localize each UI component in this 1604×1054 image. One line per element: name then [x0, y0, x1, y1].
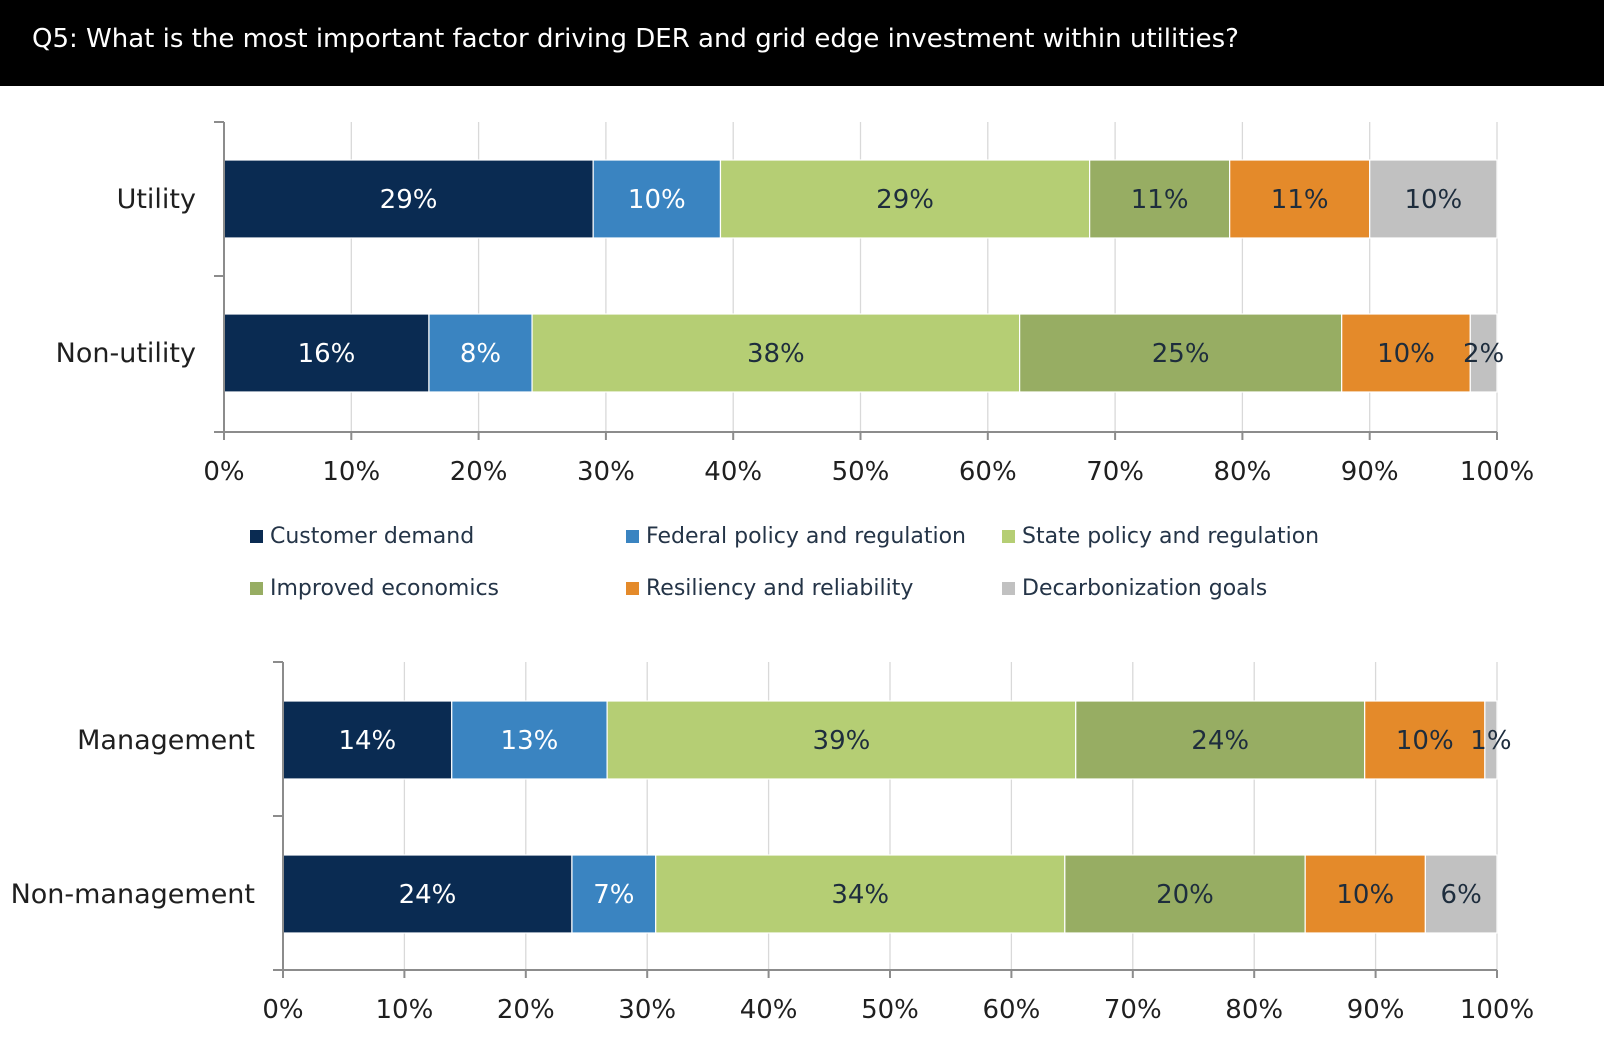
legend-swatch-decarbonization [1002, 581, 1015, 595]
legend-label-federal-policy: Federal policy and regulation [646, 523, 966, 549]
x-tick-label: 10% [322, 457, 380, 486]
bar-non-management-decarbonization-goals [1424, 854, 1498, 934]
category-label: Management [77, 725, 255, 756]
bar-non-management-resiliency-and-reliability [1304, 854, 1426, 934]
legend-item-state-policy: State policy and regulation [1002, 520, 1378, 552]
bar-management-improved-economics [1075, 700, 1366, 780]
category-label: Utility [117, 184, 196, 215]
legend-swatch-state-policy [1002, 529, 1015, 543]
legend-swatch-customer-demand [250, 529, 263, 543]
legend-label-decarbonization: Decarbonization goals [1022, 575, 1268, 601]
legend-swatch-resiliency [626, 581, 639, 595]
data-label: 1% [1470, 726, 1511, 756]
bar-non-management-state-policy-and-regulation [655, 854, 1066, 934]
bar-non-utility-resiliency-and-reliability [1341, 313, 1471, 393]
x-tick-label: 90% [1347, 995, 1405, 1025]
chart-title-bar: Q5: What is the most important factor dr… [0, 0, 1604, 86]
data-label: 14% [338, 726, 396, 756]
bar-management-resiliency-and-reliability [1364, 700, 1486, 780]
x-tick-label: 30% [618, 995, 676, 1025]
data-label: 24% [399, 880, 457, 910]
data-label: 10% [628, 185, 686, 215]
legend-label-customer-demand: Customer demand [270, 523, 475, 549]
stacked-bar-chart-management: 14% 13% 39% 24% 10% 1% Management 24% 7% 34% 20% 10… [11, 661, 1534, 1025]
x-tick-label: 60% [959, 457, 1017, 486]
x-tick-label: 0% [262, 995, 303, 1025]
data-label: 13% [501, 726, 559, 756]
data-label: 38% [747, 339, 805, 369]
bar-management-customer-demand [282, 700, 453, 780]
data-label: 7% [593, 880, 634, 910]
data-label: 10% [1377, 339, 1435, 369]
x-tick-label: 40% [740, 995, 798, 1025]
legend-swatch-improved-economics [250, 581, 263, 595]
category-label: Non-management [11, 879, 255, 910]
x-tick-label: 20% [497, 995, 555, 1025]
legend-item-customer-demand: Customer demand [250, 520, 626, 552]
bar-utility-federal-policy-and-regulation [592, 159, 722, 239]
legend-label-resiliency: Resiliency and reliability [646, 575, 914, 601]
data-label: 10% [1336, 880, 1394, 910]
bar-utility-state-policy-and-regulation [719, 159, 1091, 239]
x-tick-label: 70% [1086, 457, 1144, 486]
x-tick-label: 60% [983, 995, 1041, 1025]
stacked-bar-chart-utility: 29% 10% 29% 11% 11% 10% Utility 16% 8% 38% 25% 10% 2… [56, 121, 1534, 486]
bar-non-utility-improved-economics [1019, 313, 1343, 393]
x-tick-label: 90% [1341, 457, 1399, 486]
legend: Customer demand Federal policy and regul… [250, 520, 1400, 604]
bar-utility-resiliency-and-reliability [1229, 159, 1371, 239]
category-label: Non-utility [56, 338, 196, 369]
x-tick-label: 10% [376, 995, 434, 1025]
x-tick-label: 40% [704, 457, 762, 486]
bar-utility-improved-economics [1089, 159, 1231, 239]
data-label: 25% [1152, 339, 1210, 369]
bar-management-state-policy-and-regulation [606, 700, 1077, 780]
bar-non-utility-customer-demand [223, 313, 430, 393]
data-label: 39% [813, 726, 871, 756]
data-label: 29% [380, 185, 438, 215]
x-tick-label: 100% [1460, 995, 1534, 1025]
data-label: 34% [831, 880, 889, 910]
x-tick-label: 70% [1104, 995, 1162, 1025]
data-label: 10% [1396, 726, 1454, 756]
x-tick-label: 50% [861, 995, 919, 1025]
x-tick-label: 20% [450, 457, 508, 486]
legend-label-improved-economics: Improved economics [270, 575, 500, 601]
legend-item-resiliency: Resiliency and reliability [626, 572, 1002, 604]
data-label: 11% [1131, 185, 1189, 215]
chart-title: Q5: What is the most important factor dr… [32, 24, 1239, 54]
data-label: 20% [1156, 880, 1214, 910]
x-tick-label: 0% [203, 457, 244, 486]
bar-non-management-federal-policy-and-regulation [571, 854, 657, 934]
bar-non-management-customer-demand [282, 854, 573, 934]
legend-item-federal-policy: Federal policy and regulation [626, 520, 1002, 552]
data-label: 24% [1191, 726, 1249, 756]
bar-management-federal-policy-and-regulation [451, 700, 608, 780]
data-label: 8% [460, 339, 501, 369]
bar-non-utility-federal-policy-and-regulation [428, 313, 533, 393]
legend-label-state-policy: State policy and regulation [1022, 523, 1320, 549]
data-label: 2% [1463, 339, 1504, 369]
bar-management-decarbonization-goals [1484, 700, 1498, 780]
data-label: 29% [876, 185, 934, 215]
legend-item-improved-economics: Improved economics [250, 572, 626, 604]
bar-non-utility-state-policy-and-regulation [531, 313, 1021, 393]
legend-swatch-federal-policy [626, 529, 639, 543]
x-tick-label: 80% [1214, 457, 1272, 486]
legend-item-decarbonization: Decarbonization goals [1002, 572, 1378, 604]
data-label: 11% [1271, 185, 1329, 215]
x-tick-label: 80% [1225, 995, 1283, 1025]
bar-non-utility-decarbonization-goals [1469, 313, 1498, 393]
data-label: 10% [1404, 185, 1462, 215]
x-tick-label: 30% [577, 457, 635, 486]
bar-utility-decarbonization-goals [1369, 159, 1498, 239]
data-label: 16% [298, 339, 356, 369]
x-tick-label: 100% [1460, 457, 1534, 486]
x-tick-label: 50% [832, 457, 890, 486]
data-label: 6% [1441, 880, 1482, 910]
